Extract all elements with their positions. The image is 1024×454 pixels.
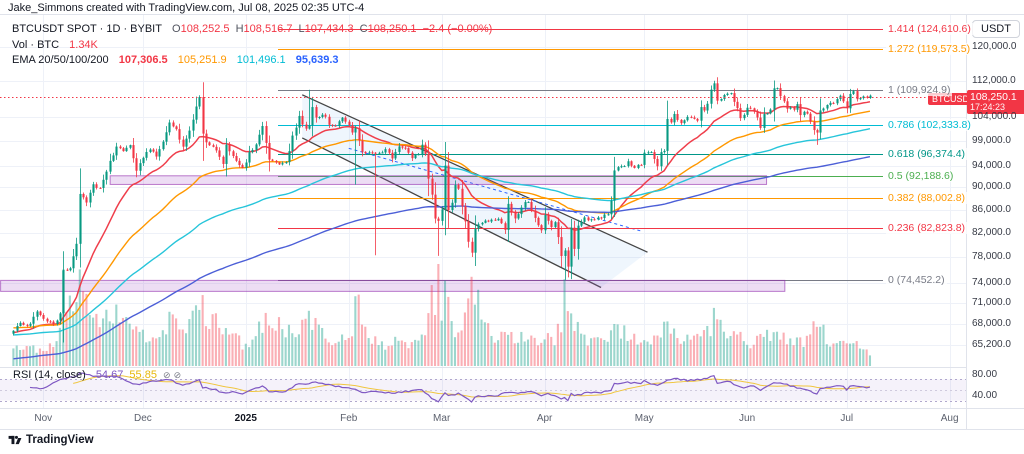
fib-level-label: 0.382 (88,002.8) xyxy=(886,192,968,205)
close-label: C xyxy=(359,23,368,35)
volume-value: 1.34K xyxy=(69,39,98,51)
rsi-legend-row: RSI (14, close) 54.67 55.85 ⊘ ⊘ xyxy=(13,369,181,381)
high-value: 108,516.7 xyxy=(243,23,293,35)
time-tick-label: Dec xyxy=(133,413,152,424)
attribution-text: Jake_Simmons created with TradingView.co… xyxy=(8,2,365,14)
price-tick-label: 65,200.0 xyxy=(972,338,1011,350)
fib-level-label: 0.618 (96,374.4) xyxy=(886,147,968,160)
rsi-ma-value: 55.85 xyxy=(129,369,157,381)
rsi-hide-icon[interactable]: ⊘ xyxy=(163,370,171,380)
time-tick-label: Jul xyxy=(840,413,854,424)
ema20-value: 107,306.5 xyxy=(118,54,168,66)
volume-legend-row: Vol · BTC 1.34K xyxy=(12,39,98,51)
price-tick-label: 86,000.0 xyxy=(972,203,1011,215)
fib-level-label: 1.414 (124,610.6) xyxy=(886,22,973,35)
time-tick-label: Jun xyxy=(739,413,756,424)
fib-level-label: 1 (109,924.9) xyxy=(886,83,953,96)
time-tick-label: Aug xyxy=(940,413,959,424)
price-tick-label: 104,000.0 xyxy=(972,110,1017,122)
symbol-legend-row: BTCUSDT SPOT · 1D · BYBIT O108,252.5 H10… xyxy=(12,23,492,35)
price-tick-label: 120,000.0 xyxy=(972,41,1017,52)
tradingview-logo[interactable]: TradingView xyxy=(8,433,94,447)
price-tick-label: 99,000.0 xyxy=(972,134,1011,146)
tradingview-logo-text: TradingView xyxy=(26,434,94,446)
last-price-value: 108,250.1 xyxy=(970,91,1017,103)
fib-level-label: 0.236 (82,823.8) xyxy=(886,221,968,234)
fib-level-label: 0.786 (102,333.8) xyxy=(886,118,973,131)
close-value: 108,250.1 xyxy=(367,23,417,35)
symbol-title[interactable]: BTCUSDT SPOT · 1D · BYBIT xyxy=(12,23,162,35)
low-value: 107,434.3 xyxy=(304,23,354,35)
rsi-value: 54.67 xyxy=(95,369,124,381)
ema-label[interactable]: EMA 20/50/100/200 xyxy=(12,54,109,66)
rsi-tick-label: 80.00 xyxy=(972,369,998,380)
rsi-settings-icon[interactable]: ⊘ xyxy=(173,370,182,380)
price-tick-label: 82,000.0 xyxy=(972,226,1011,238)
price-tick-label: 71,000.0 xyxy=(972,297,1011,309)
symbol-price-badge: BTCUSDT xyxy=(928,93,979,105)
time-tick-label: 2025 xyxy=(234,413,257,424)
volume-label[interactable]: Vol · BTC xyxy=(12,39,60,51)
change-value: −2.4 (−0.00%) xyxy=(422,23,493,35)
time-tick-label: Apr xyxy=(536,413,553,424)
price-tick-label: 90,000.0 xyxy=(972,181,1011,193)
time-tick-label: Mar xyxy=(433,413,451,424)
fib-level-label: 0 (74,452.2) xyxy=(886,273,947,286)
rsi-label[interactable]: RSI (14, close) xyxy=(13,369,86,381)
fib-level-label: 1.272 (119,573.5) xyxy=(886,42,973,55)
ema-legend-row: EMA 20/50/100/200 107,306.5 105,251.9 10… xyxy=(12,54,339,66)
price-tick-label: 74,000.0 xyxy=(972,276,1011,288)
price-tick-label: 112,000.0 xyxy=(972,74,1016,86)
ema100-value: 101,496.1 xyxy=(236,54,286,66)
time-tick-label: Nov xyxy=(34,413,53,424)
time-tick-label: May xyxy=(634,413,654,424)
price-tick-label: 78,000.0 xyxy=(972,251,1011,263)
bar-countdown: 17:24:23 xyxy=(970,102,1006,112)
high-label: H xyxy=(235,23,244,35)
open-label: O xyxy=(172,23,181,35)
tradingview-logo-icon xyxy=(8,435,22,445)
price-tick-label: 94,000.0 xyxy=(972,160,1011,172)
open-value: 108,252.5 xyxy=(180,23,230,35)
price-tick-label: 68,000.0 xyxy=(972,318,1011,330)
time-tick-label: Feb xyxy=(340,413,358,424)
low-label: L xyxy=(298,23,305,35)
ema200-value: 95,639.3 xyxy=(295,54,339,66)
fib-level-label: 0.5 (92,188.6) xyxy=(886,169,956,182)
ema50-value: 105,251.9 xyxy=(177,54,227,66)
currency-unit-chip[interactable]: USDT xyxy=(972,20,1020,38)
rsi-tick-label: 40.00 xyxy=(972,390,998,402)
last-price-chip[interactable]: 108,250.1 17:24:23 xyxy=(967,90,1024,114)
